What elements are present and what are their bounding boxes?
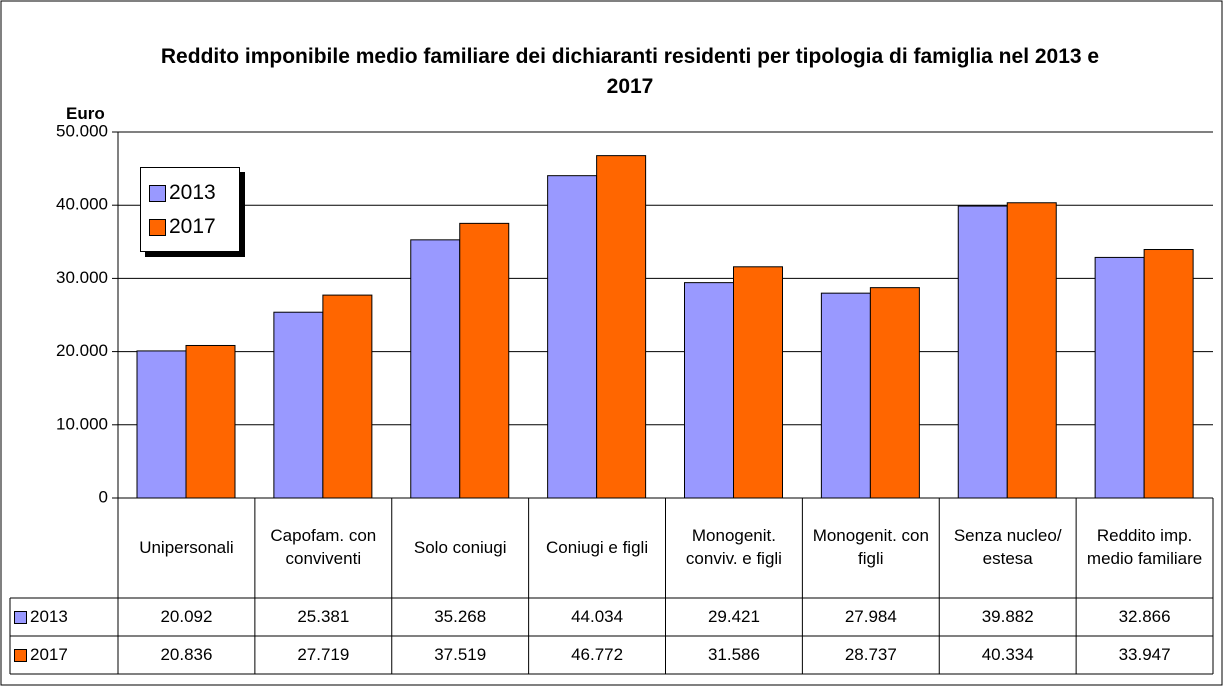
chart-title: Reddito imponibile medio familiare dei d… [160,45,1100,99]
legend-label: 2017 [169,215,216,238]
x-tick-label: Coniugi e figli [546,537,649,557]
table-value: 37.519 [434,644,487,664]
bar [684,282,734,499]
x-tick-label: Solo coniugi [413,537,507,557]
bar [547,175,598,499]
legend-swatch [149,184,166,202]
table-legend-swatch [14,648,27,662]
table-legend-swatch [14,610,27,624]
bar [1143,249,1194,499]
y-tick-label: 0 [99,487,108,506]
legend-item: 2017 [149,210,239,244]
bar [820,292,871,499]
table-value: 25.381 [297,606,350,626]
bar [185,344,236,499]
y-tick-label: 20.000 [56,341,108,360]
bar [459,222,510,499]
table-series-cell: 2013 [10,598,118,636]
bar [1094,256,1145,499]
bar [322,294,373,499]
x-tick-label: Reddito imp. medio familiare [1086,526,1203,568]
x-tick-label: Capofam. con conviventi [270,526,377,568]
table-series-name: 2013 [30,606,68,626]
bar [869,287,920,499]
table-value: 39.882 [981,606,1034,626]
x-tick-label: Unipersonali [139,537,234,557]
table-value: 35.268 [434,606,487,626]
table-series-cell: 2017 [10,636,118,674]
table-value: 27.719 [297,644,350,664]
table-value: 46.772 [571,644,624,664]
table-value: 29.421 [707,606,760,626]
table-series-name: 2017 [30,644,68,664]
table-value: 20.836 [160,644,213,664]
table-value: 20.092 [160,606,213,626]
bar [733,266,783,499]
x-tick-label: Senza nucleo/ estesa [953,526,1062,568]
table-value: 44.034 [571,606,624,626]
bar [273,311,324,499]
legend: 2013 2017 [140,167,240,252]
table-value: 33.947 [1118,644,1171,664]
table-value: 32.866 [1118,606,1171,626]
table-value: 40.334 [981,644,1034,664]
table-value: 28.737 [844,644,897,664]
table-value: 27.984 [844,606,897,626]
x-tick-label: Monogenit. conviv. e figli [685,526,782,568]
y-tick-label: 30.000 [56,268,108,287]
legend-label: 2013 [169,181,216,204]
bar [410,239,461,499]
bar [596,155,647,499]
y-tick-label: 50.000 [56,121,108,140]
y-axis-label: Euro [66,104,105,123]
table-value: 31.586 [707,644,760,664]
bar [136,350,187,499]
y-tick-label: 10.000 [56,414,108,433]
bar [1006,202,1057,499]
legend-swatch [149,218,166,236]
y-tick-label: 40.000 [56,195,108,214]
x-tick-label: Monogenit. con figli [812,526,929,568]
bar [957,205,1008,499]
legend-item: 2013 [149,176,239,210]
